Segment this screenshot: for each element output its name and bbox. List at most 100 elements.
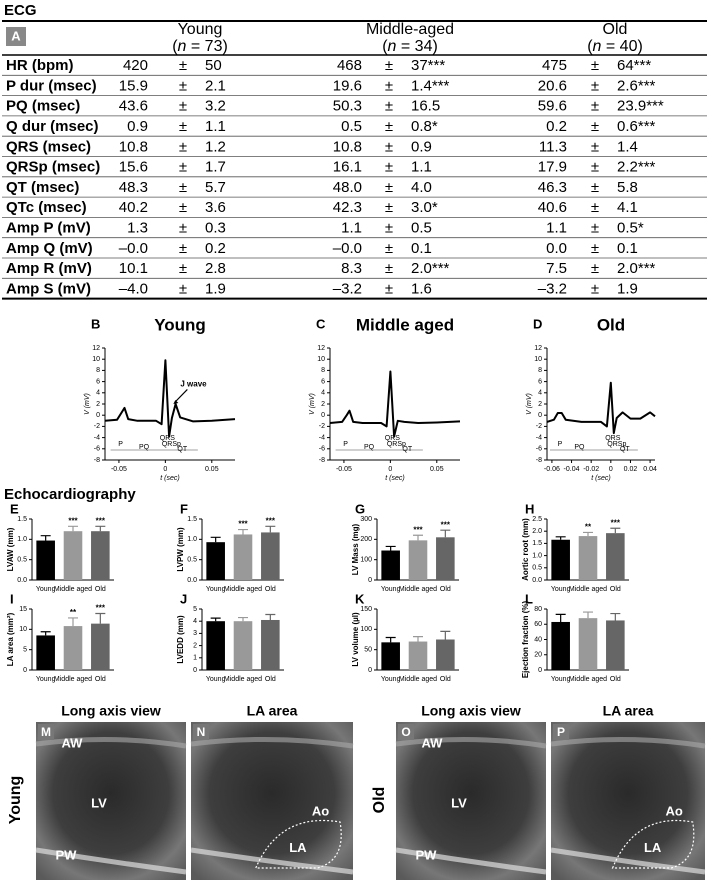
interval-label: PQ <box>364 444 375 451</box>
y-tick-label: -2 <box>319 423 325 430</box>
mean: 50.3 <box>333 98 362 115</box>
y-tick-label: 2 <box>96 401 100 408</box>
mean: 0.0 <box>546 240 567 257</box>
y-tick-label: 0 <box>193 667 197 674</box>
sample-part: n <box>178 38 187 55</box>
image-title: Long axis view <box>61 703 161 719</box>
group-sample: (n = 73) <box>172 38 228 55</box>
x-tick-label: Middle aged <box>54 676 92 683</box>
panel-letter-box <box>553 724 569 740</box>
interval-label: PQ <box>139 444 150 451</box>
y-tick-label: 4 <box>321 390 325 397</box>
row-label: QRSp (msec) <box>6 159 100 176</box>
y-tick-label: 0 <box>538 667 542 674</box>
tissue-band <box>395 736 547 749</box>
arrow-head <box>173 400 179 404</box>
x-tick-label: -0.05 <box>111 466 127 473</box>
y-tick-label: 10 <box>19 626 27 633</box>
y-axis-label: Ejection fraction (%) <box>521 600 530 678</box>
section-title: Echocardiography <box>4 486 136 503</box>
image-label: Ao <box>312 803 329 818</box>
la-outline <box>254 819 342 869</box>
significance: *** <box>611 518 621 527</box>
panel-letter: H <box>525 501 534 516</box>
mean: 475 <box>542 57 567 74</box>
y-tick-label: 12 <box>92 345 100 352</box>
y-tick-label: 20 <box>534 652 542 659</box>
x-tick-label: Young <box>551 676 571 683</box>
chart-title: Old <box>597 315 625 334</box>
error-bar <box>95 525 106 532</box>
y-axis-label: LVPW (mm) <box>176 527 185 572</box>
bar <box>91 623 110 670</box>
y-axis-label: LVAW (mm) <box>6 527 15 571</box>
panel-letter: P <box>557 725 565 739</box>
bar <box>551 621 570 670</box>
mean: 43.6 <box>119 98 148 115</box>
plus-minus: ± <box>385 57 393 74</box>
y-axis-label: V (mV) <box>526 393 533 415</box>
y-tick-label: 1.5 <box>187 516 197 523</box>
plus-minus: ± <box>591 280 599 297</box>
mean: –0.0 <box>333 240 362 257</box>
significance: *** <box>96 516 106 525</box>
plus-minus: ± <box>179 260 187 277</box>
mean: 59.6 <box>538 98 567 115</box>
mean: 40.2 <box>119 199 148 216</box>
row-label: PQ (msec) <box>6 98 80 115</box>
bar <box>233 621 253 670</box>
error-bar <box>583 611 593 619</box>
bar <box>578 618 598 670</box>
y-tick-label: 6 <box>321 378 325 385</box>
y-tick-label: 200 <box>360 536 372 543</box>
x-tick-label: -0.02 <box>583 466 599 473</box>
y-tick-label: 1.0 <box>532 552 542 559</box>
y-tick-label: 0 <box>368 667 372 674</box>
plus-minus: ± <box>385 220 393 237</box>
error-bar <box>95 612 106 624</box>
plus-minus: ± <box>179 220 187 237</box>
group-name: Middle-aged <box>366 21 454 38</box>
interval-label: P <box>343 441 348 448</box>
tissue-band <box>35 847 187 875</box>
error-bar <box>40 535 51 541</box>
x-tick-label: 0.05 <box>205 466 219 473</box>
y-axis-label: V (mV) <box>84 393 91 415</box>
mean: 0.5 <box>341 118 362 135</box>
mean: 10.1 <box>119 260 148 277</box>
sd: 23.9*** <box>617 98 664 115</box>
sd: 5.8 <box>617 179 638 196</box>
interval-label: P <box>558 441 563 448</box>
y-tick-label: 0.0 <box>17 577 27 584</box>
y-tick-label: -8 <box>94 457 100 464</box>
plus-minus: ± <box>591 199 599 216</box>
plus-minus: ± <box>385 179 393 196</box>
x-tick-label: 0 <box>388 466 392 473</box>
sd: 2.0*** <box>617 260 656 277</box>
mean: 40.6 <box>538 199 567 216</box>
sd: 64*** <box>617 57 651 74</box>
y-tick-label: 3 <box>193 630 197 637</box>
sd: 0.8* <box>411 118 438 135</box>
sd: 37*** <box>411 57 445 74</box>
y-tick-label: 4 <box>538 390 542 397</box>
y-tick-label: -4 <box>536 434 542 441</box>
bar <box>36 540 55 580</box>
x-tick-label: Old <box>610 676 621 683</box>
group-sample: (n = 34) <box>382 38 438 55</box>
sd: 1.2 <box>205 138 226 155</box>
sd: 0.1 <box>411 240 432 257</box>
y-axis-label: V (mV) <box>309 393 316 415</box>
sd: 1.1 <box>411 159 432 176</box>
x-axis-label: t (sec) <box>385 475 404 482</box>
bar <box>408 540 428 580</box>
y-tick-label: -6 <box>319 446 325 453</box>
mean: –4.0 <box>119 280 148 297</box>
error-bar <box>385 545 396 551</box>
x-tick-label: Old <box>95 676 106 683</box>
image-label: AW <box>62 736 84 751</box>
x-axis-label: t (sec) <box>591 475 610 482</box>
error-bar <box>610 527 621 534</box>
sample-part: ( <box>172 38 178 55</box>
interval-label: PQ <box>574 444 585 451</box>
